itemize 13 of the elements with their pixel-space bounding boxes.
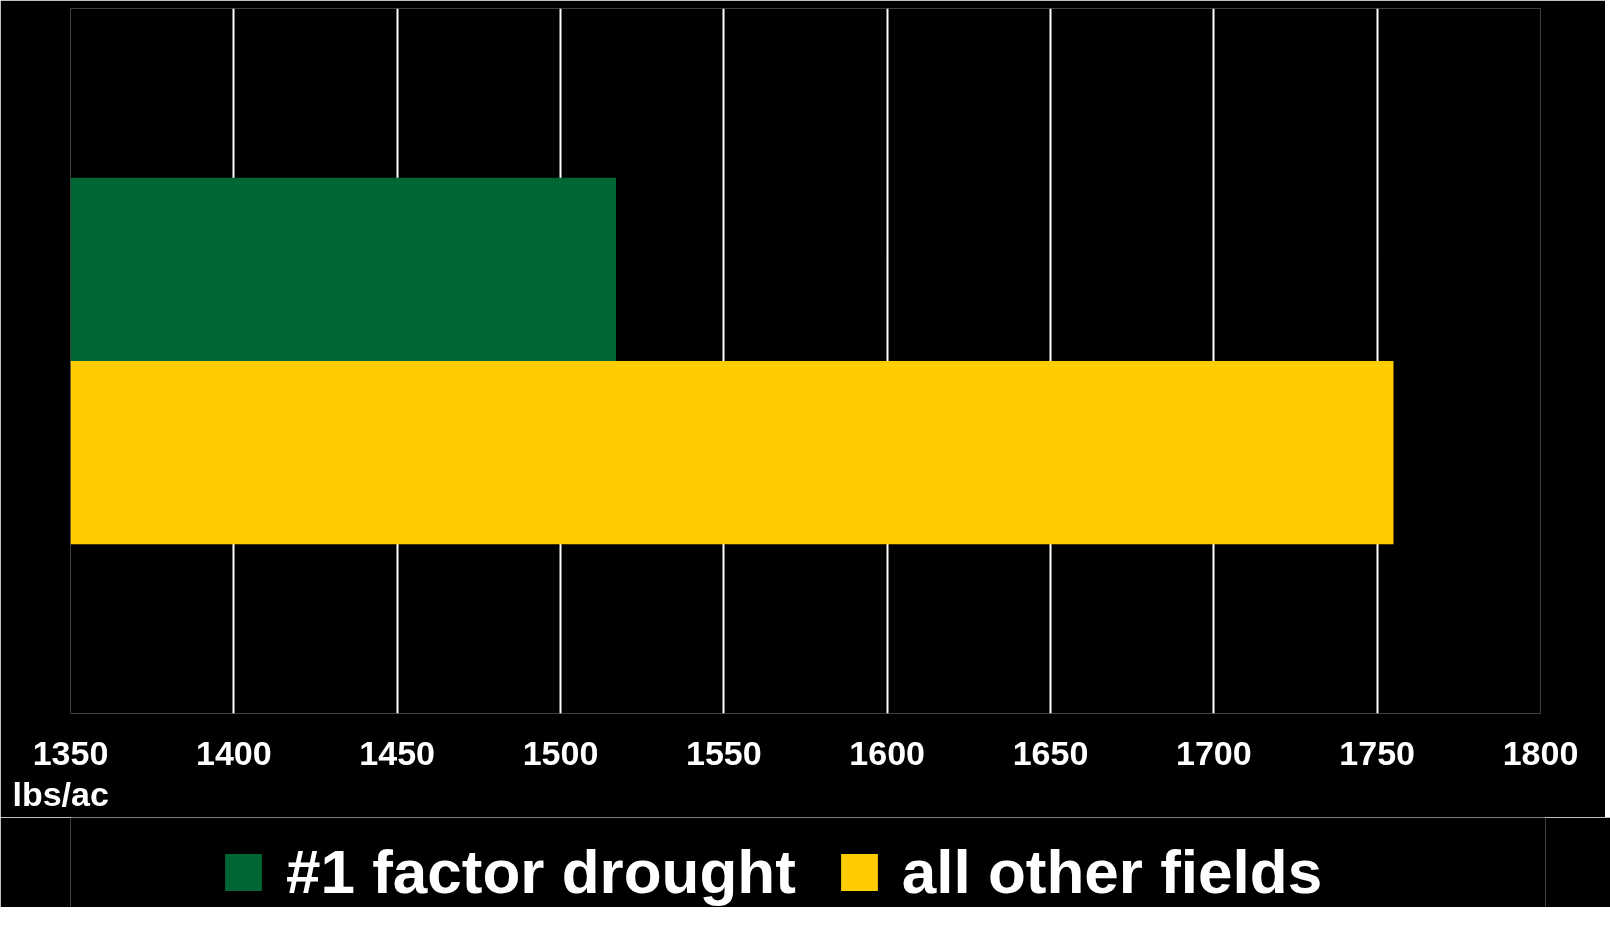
- x-axis-title: lbs/ac: [12, 774, 109, 813]
- x-tick-label: 1500: [522, 733, 599, 772]
- x-tick-label: 1450: [359, 733, 435, 772]
- x-tick-label: 1700: [1176, 733, 1252, 772]
- x-tick-label: 1800: [1502, 733, 1579, 772]
- legend-label: all other fields: [901, 836, 1323, 907]
- legend-label: #1 factor drought: [286, 836, 796, 907]
- x-tick-label: 1650: [1012, 733, 1089, 772]
- x-tick-label: 1400: [196, 733, 272, 772]
- x-tick-label: 1600: [849, 733, 925, 772]
- x-tick-label: 1550: [686, 733, 762, 772]
- x-tick-label: 1750: [1339, 733, 1415, 772]
- x-tick-label: 1350: [32, 733, 109, 772]
